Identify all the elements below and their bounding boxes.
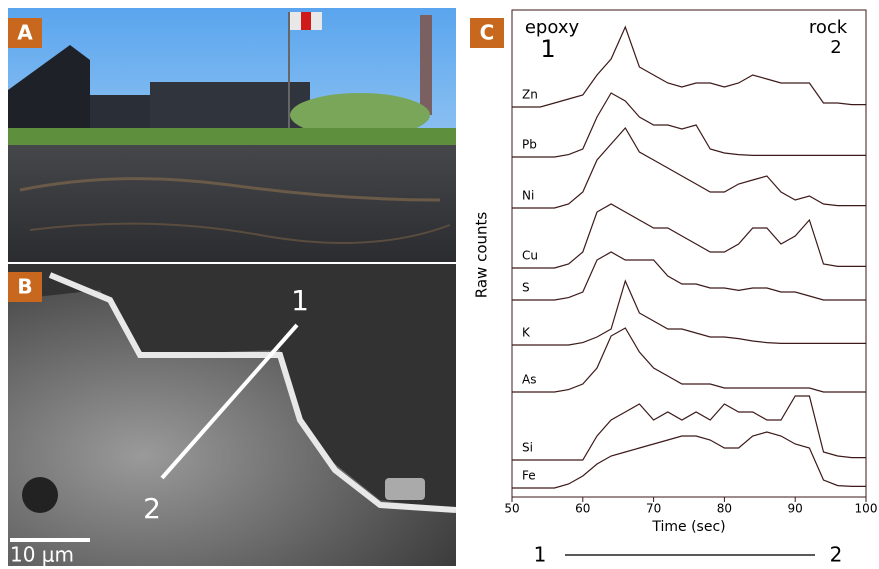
transect-label: 1: [534, 543, 547, 567]
transect-label: 2: [830, 543, 843, 567]
trace-label: S: [522, 281, 530, 295]
photo-a: [8, 8, 456, 262]
x-tick-label: 60: [575, 502, 590, 516]
x-axis-label: Time (sec): [651, 519, 725, 535]
trace-label: Ni: [522, 189, 534, 203]
micrograph-b: [8, 264, 456, 566]
trace-label: Fe: [522, 469, 536, 483]
panel-label: B: [17, 275, 32, 299]
trace: [512, 281, 866, 345]
annotation: 2: [830, 37, 841, 58]
x-tick-label: 70: [646, 502, 661, 516]
panel-label: C: [480, 21, 495, 45]
trace-label: Zn: [522, 88, 538, 102]
annotation: rock: [809, 17, 848, 38]
plot-frame: [512, 10, 866, 497]
trace: [512, 27, 866, 107]
point-label: 2: [143, 492, 161, 525]
trace-label: K: [522, 326, 531, 340]
x-tick-label: 100: [855, 502, 878, 516]
trace-label: Cu: [522, 249, 538, 263]
x-tick-label: 50: [504, 502, 519, 516]
trace-label: As: [522, 373, 536, 387]
trace: [512, 328, 866, 392]
trace: [512, 93, 866, 157]
figure: 1 2 10 μm epoxy 1 rock 2 Time (sec) Raw …: [0, 0, 879, 569]
scale-bar-label: 10 μm: [10, 543, 74, 567]
trace: [512, 128, 866, 208]
trace: [512, 204, 866, 268]
trace-label: Si: [522, 441, 533, 455]
x-tick-label: 80: [717, 502, 732, 516]
x-tick-label: 90: [788, 502, 803, 516]
annotation: 1: [540, 35, 555, 63]
trace-label: Pb: [522, 138, 537, 152]
panel-label: A: [17, 21, 33, 45]
trace: [512, 252, 866, 300]
trace: [512, 396, 866, 460]
y-axis-label: Raw counts: [473, 212, 491, 299]
point-label: 1: [291, 284, 309, 317]
